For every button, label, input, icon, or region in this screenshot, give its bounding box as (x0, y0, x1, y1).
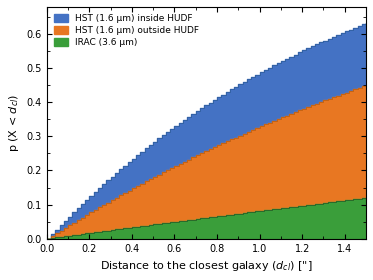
X-axis label: Distance to the closest galaxy ($d_{cl}$) ["]: Distance to the closest galaxy ($d_{cl}$… (100, 259, 313, 273)
Y-axis label: p (X < $d_{cl}$): p (X < $d_{cl}$) (7, 94, 21, 152)
Legend: HST (1.6 μm) inside HUDF, HST (1.6 μm) outside HUDF, IRAC (3.6 μm): HST (1.6 μm) inside HUDF, HST (1.6 μm) o… (51, 11, 201, 50)
